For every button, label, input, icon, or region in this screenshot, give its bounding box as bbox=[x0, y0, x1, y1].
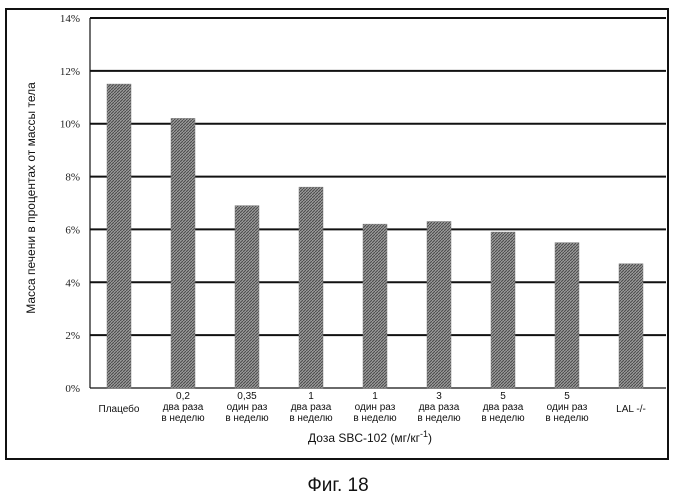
bar bbox=[619, 264, 643, 388]
x-tick-label: 0,35один разв неделю bbox=[225, 391, 269, 424]
x-axis-title-superscript: -1 bbox=[420, 429, 428, 439]
bar bbox=[107, 84, 131, 388]
x-tick-label: 1два разав неделю bbox=[289, 391, 333, 424]
y-tick-label: 12% bbox=[60, 66, 80, 78]
x-tick-label: 3два разав неделю bbox=[417, 391, 461, 424]
x-tick-label: 5два разав неделю bbox=[481, 391, 525, 424]
y-tick-label: 0% bbox=[65, 383, 80, 395]
y-tick-label: 8% bbox=[65, 172, 80, 184]
x-tick-label: 1один разв неделю bbox=[353, 391, 397, 424]
bar bbox=[363, 224, 387, 388]
bar bbox=[491, 232, 515, 388]
y-tick-label: 4% bbox=[65, 277, 80, 289]
y-tick-labels: 0% 2% 4% 6% 8% 10% 12% 14% bbox=[60, 13, 80, 395]
x-axis-title-suffix: ) bbox=[428, 431, 432, 445]
bar bbox=[235, 206, 259, 388]
y-tick-label: 6% bbox=[65, 224, 80, 236]
bars bbox=[107, 84, 643, 388]
bar bbox=[171, 118, 195, 388]
x-axis-title-main: Доза SBC-102 (мг/кг bbox=[308, 431, 421, 445]
x-tick-label: 0,2два разав неделю bbox=[161, 391, 205, 424]
bar bbox=[299, 187, 323, 388]
bar bbox=[427, 222, 451, 389]
x-axis-title: Доза SBC-102 (мг/кг-1) bbox=[308, 429, 432, 445]
y-axis-title: Масса печени в процентах от массы тела bbox=[24, 82, 38, 314]
x-tick-label: LAL -/- bbox=[616, 404, 646, 415]
x-tick-label: Плацебо bbox=[99, 403, 140, 415]
bar-chart: 0% 2% 4% 6% 8% 10% 12% 14% Плацебо 0,2два разав … bbox=[0, 0, 676, 470]
y-tick-label: 2% bbox=[65, 330, 80, 342]
y-tick-label: 10% bbox=[60, 119, 80, 131]
y-tick-label: 14% bbox=[60, 13, 80, 25]
figure-caption: Фиг. 18 bbox=[0, 475, 676, 497]
bar bbox=[555, 243, 579, 388]
x-tick-labels: Плацебо 0,2два разав неделю 0,35один разв … bbox=[99, 391, 646, 424]
x-tick-label: 5один разв неделю bbox=[545, 391, 589, 424]
